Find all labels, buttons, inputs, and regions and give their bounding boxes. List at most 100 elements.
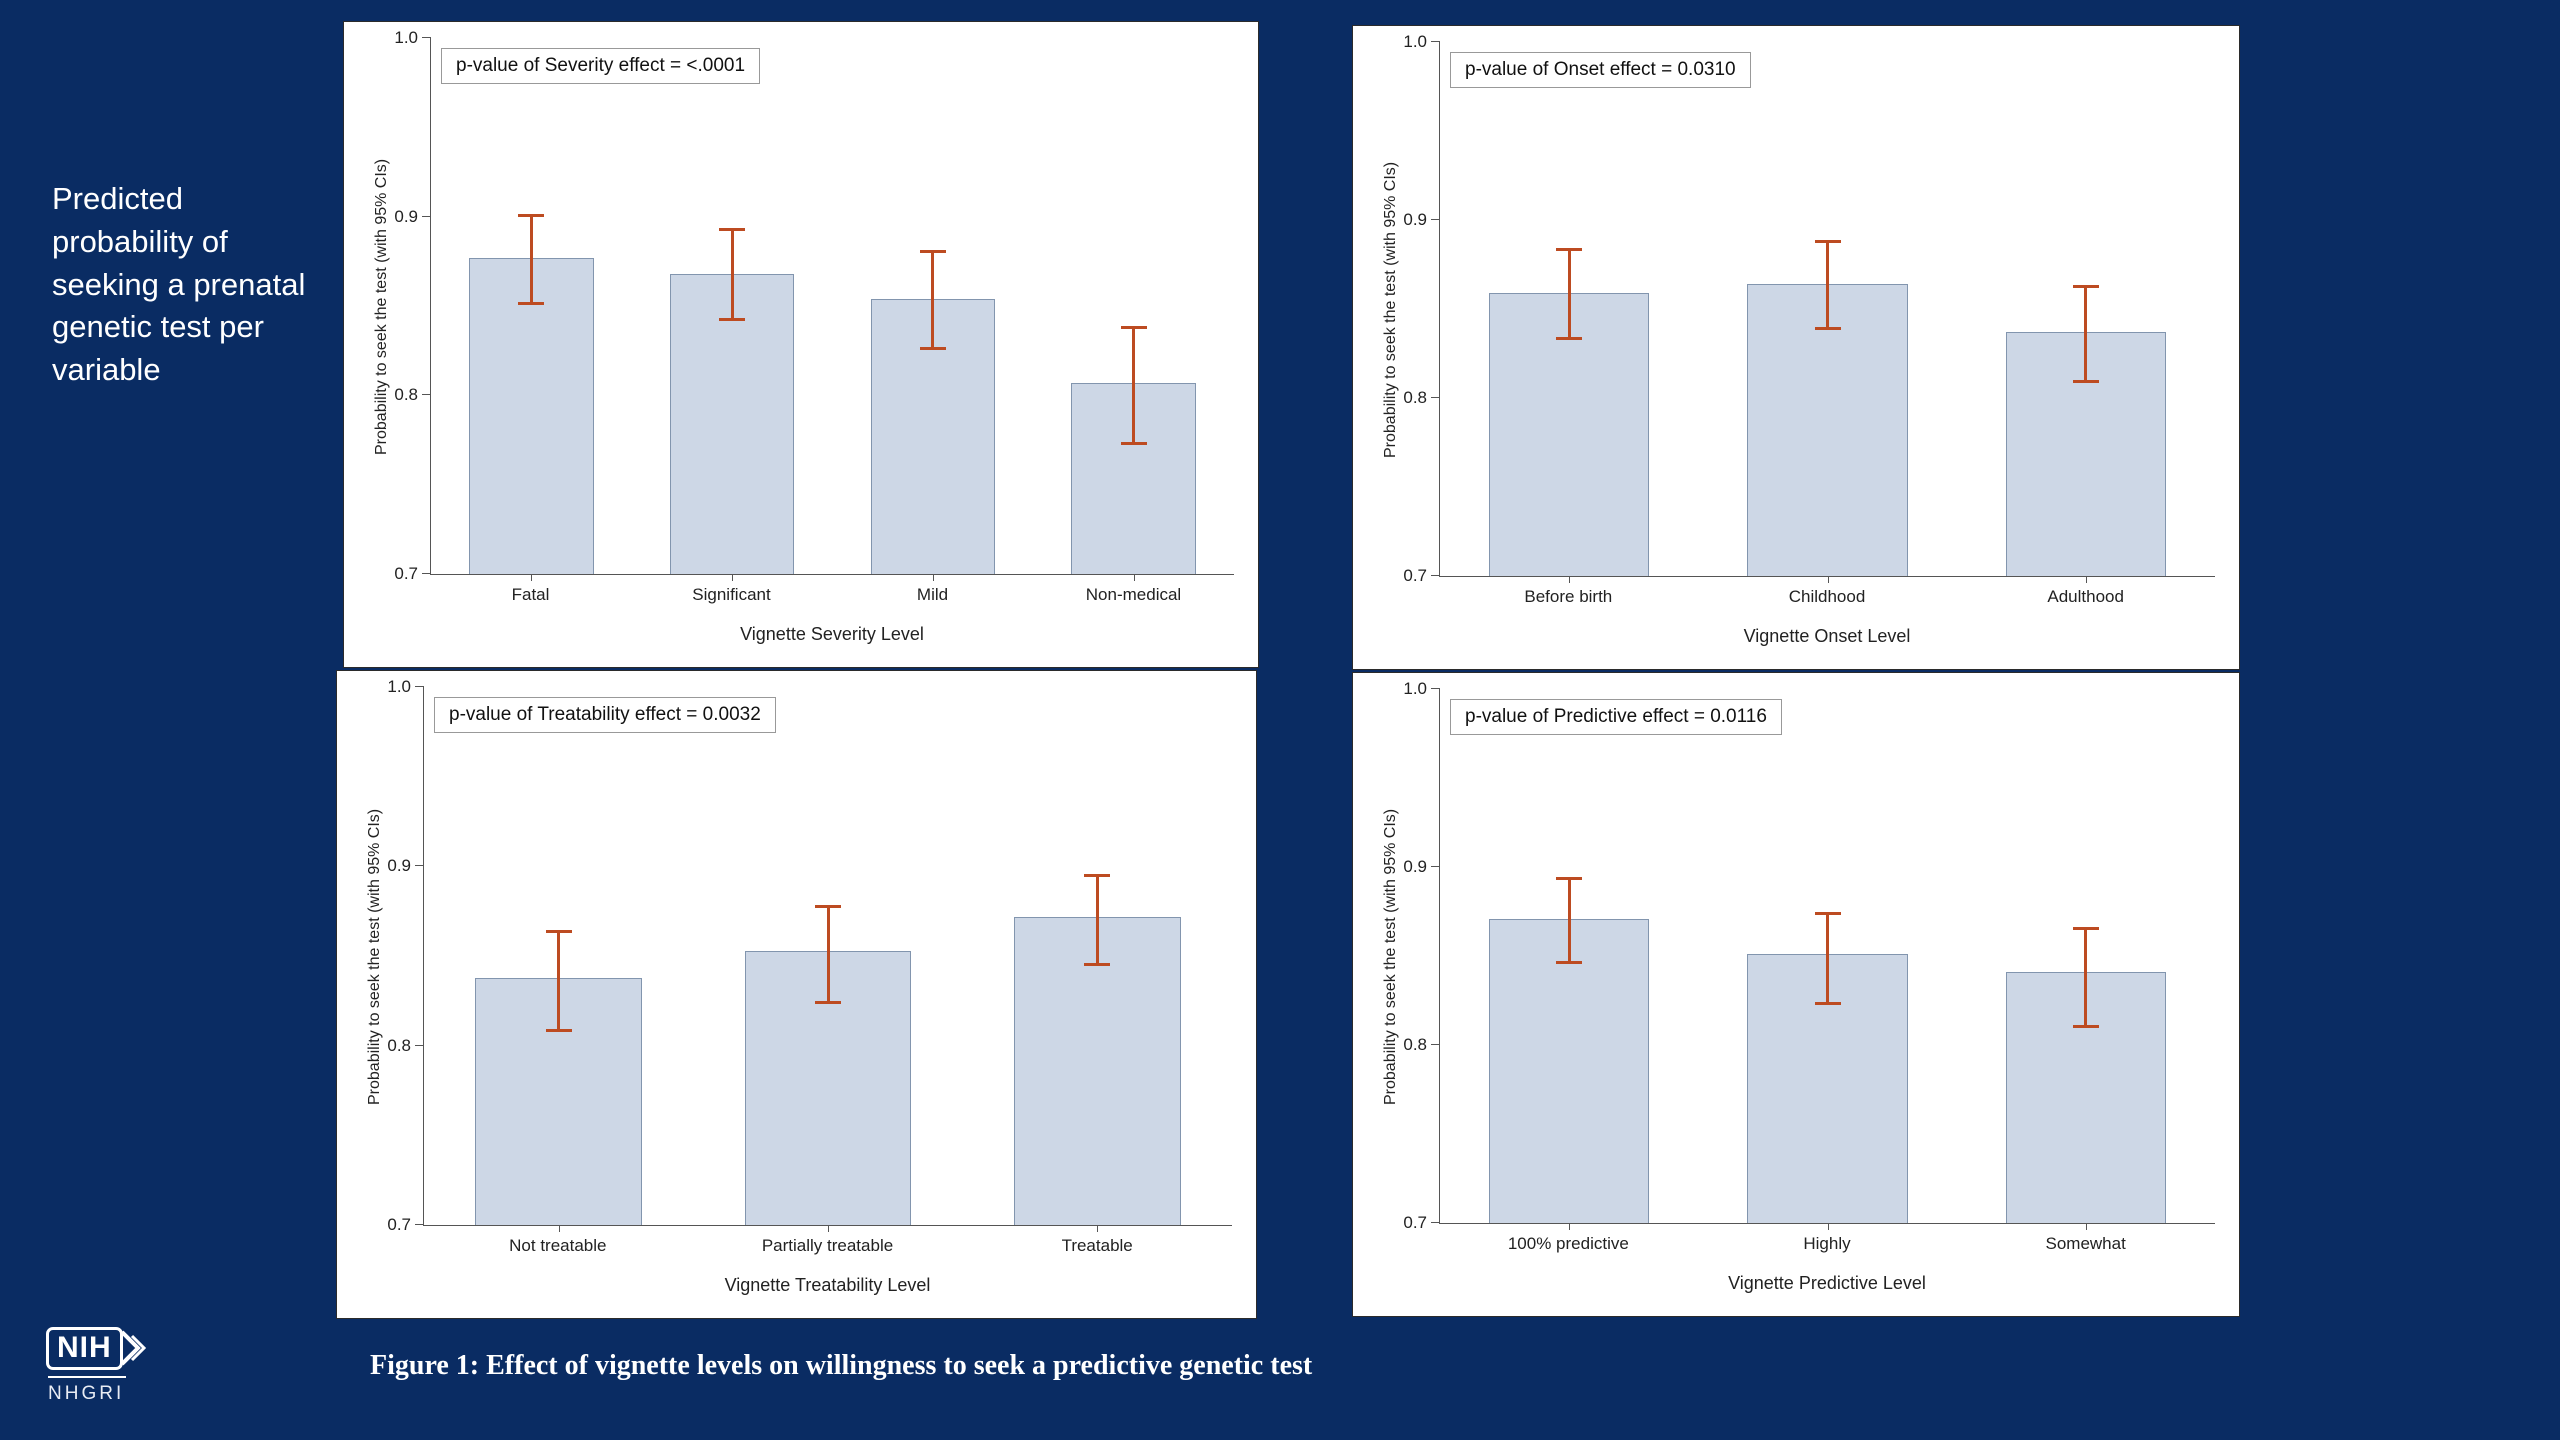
- x-axis-ticks: Before birth Childhood Adulthood: [1439, 587, 2215, 613]
- error-bar: [1095, 875, 1099, 965]
- nhgri-logo-text: NHGRI: [48, 1383, 125, 1404]
- error-cap-lower: [545, 1029, 572, 1033]
- y-tick: 1.0: [387, 677, 424, 696]
- y-tick-label: 1.0: [387, 677, 411, 696]
- error-bar: [2084, 285, 2088, 382]
- nih-chevron-icon: [120, 1330, 146, 1366]
- x-tick: [531, 574, 533, 581]
- x-axis-title: Vignette Onset Level: [1743, 626, 1911, 646]
- error-cap-upper: [545, 929, 572, 933]
- x-tick-label: Significant: [692, 585, 771, 604]
- p-value-annotation: p-value of Treatability effect = 0.0032: [434, 697, 776, 733]
- x-axis-ticks: Not treatable Partially treatable Treatabl…: [423, 1236, 1232, 1262]
- x-tick-label: Partially treatable: [761, 1236, 894, 1255]
- x-tick: [1097, 1225, 1099, 1232]
- bar: [469, 257, 594, 574]
- error-cap-upper: [1120, 326, 1147, 330]
- y-tick-label: 0.7: [387, 1215, 411, 1234]
- y-axis-label: Probability to seek the test (with 95% C…: [1382, 808, 1399, 1105]
- x-axis-title: Vignette Predictive Level: [1728, 1273, 1926, 1293]
- error-cap-lower: [1814, 1002, 1841, 1006]
- y-axis-label: Probability to seek the test (with 95% C…: [373, 158, 390, 455]
- x-tick-label: Childhood: [1788, 587, 1866, 606]
- plot-area: 0.7 0.8 0.9 1.0 p-value of Treatability effe…: [387, 677, 1232, 1234]
- plot-area: 0.7 0.8 0.9 1.0 p-value of Severity effect =…: [394, 28, 1234, 583]
- error-cap-upper: [919, 249, 946, 253]
- x-tick: [1569, 576, 1571, 583]
- figure-caption: Figure 1: Effect of vignette levels on w…: [370, 1350, 1313, 1381]
- plot-area: 0.7 0.8 0.9 1.0 p-value of Predictive effect…: [1403, 679, 2215, 1232]
- error-cap-upper: [2072, 284, 2099, 288]
- y-tick: 1.0: [1403, 679, 1440, 698]
- plot-area: 0.7 0.8 0.9 1.0 p-value of Onset effect = 0.…: [1403, 32, 2215, 585]
- error-cap-lower: [815, 1000, 841, 1004]
- error-cap-upper: [1814, 912, 1841, 916]
- error-cap-upper: [2072, 926, 2099, 930]
- y-tick: 0.9: [394, 207, 431, 226]
- y-axis-label: Probability to seek the test (with 95% C…: [1382, 161, 1399, 458]
- y-tick: 0.7: [1403, 566, 1440, 585]
- error-cap-lower: [1556, 961, 1583, 965]
- nih-logo-text: NIH: [46, 1326, 123, 1370]
- bar: [1747, 284, 1908, 576]
- y-tick-label: 0.9: [1403, 857, 1427, 876]
- y-tick: 0.7: [387, 1215, 424, 1234]
- p-value-annotation: p-value of Severity effect = <.0001: [441, 48, 761, 84]
- y-tick-label: 0.7: [394, 564, 418, 583]
- x-tick-label: 100% predictive: [1507, 1234, 1629, 1253]
- error-cap-upper: [815, 904, 841, 908]
- x-tick: [932, 574, 934, 581]
- error-cap-upper: [518, 213, 545, 217]
- error-cap-lower: [1556, 337, 1583, 341]
- y-tick: 0.9: [1403, 857, 1440, 876]
- y-tick-label: 1.0: [1403, 32, 1427, 51]
- error-cap-upper: [1556, 876, 1583, 880]
- x-tick: [1827, 1223, 1829, 1230]
- error-cap-lower: [1120, 441, 1147, 445]
- error-cap-lower: [518, 302, 545, 306]
- x-axis-ticks: Fatal Significant Mild Non-medical: [430, 585, 1234, 611]
- y-tick-label: 0.9: [1403, 210, 1427, 229]
- x-tick: [1569, 1223, 1571, 1230]
- y-tick: 1.0: [1403, 32, 1440, 51]
- x-tick: [828, 1225, 829, 1232]
- p-value-annotation: p-value of Predictive effect = 0.0116: [1450, 699, 1782, 735]
- y-tick: 0.7: [394, 564, 431, 583]
- error-bar: [730, 229, 734, 321]
- y-tick-label: 0.8: [387, 1035, 411, 1055]
- x-tick-label: Non-medical: [1085, 585, 1182, 604]
- error-cap-upper: [1556, 247, 1583, 251]
- error-bar: [931, 250, 935, 349]
- y-tick: 1.0: [394, 28, 431, 47]
- error-bar: [557, 930, 561, 1032]
- x-tick-label: Somewhat: [2045, 1234, 2126, 1253]
- error-bar: [1132, 327, 1136, 444]
- error-cap-lower: [1084, 963, 1111, 966]
- logo-divider: [48, 1376, 126, 1378]
- error-bar: [1567, 248, 1571, 340]
- y-tick-label: 1.0: [1403, 679, 1427, 698]
- error-cap-lower: [919, 346, 946, 350]
- y-tick: 0.8: [387, 1036, 424, 1055]
- slide-title: Predicted probability of seeking a prena…: [52, 181, 306, 388]
- y-tick-label: 0.9: [387, 856, 411, 876]
- x-tick-label: Highly: [1803, 1234, 1851, 1253]
- y-tick: 0.8: [1403, 1035, 1440, 1054]
- chart-predictive: Probability to seek the test (with 95% C…: [1352, 672, 2240, 1317]
- y-tick-label: 0.8: [394, 385, 418, 405]
- chart-treatability: Probability to seek the test (with 95% C…: [336, 670, 1257, 1319]
- x-tick-label: Fatal: [511, 585, 550, 604]
- error-cap-upper: [719, 228, 746, 232]
- y-tick: 0.9: [1403, 210, 1440, 229]
- nih-nhgri-logo: NIH NHGRI: [46, 1326, 149, 1405]
- bar: [669, 273, 795, 574]
- y-axis-label: Probability to seek the test (with 95% C…: [366, 808, 383, 1105]
- y-tick-label: 0.8: [1403, 1035, 1427, 1054]
- error-bar: [1567, 877, 1571, 964]
- error-bar: [826, 905, 830, 1003]
- x-axis-title: Vignette Severity Level: [740, 624, 924, 644]
- error-bar: [529, 214, 533, 305]
- bar: [1013, 916, 1181, 1225]
- y-tick: 0.8: [394, 385, 431, 404]
